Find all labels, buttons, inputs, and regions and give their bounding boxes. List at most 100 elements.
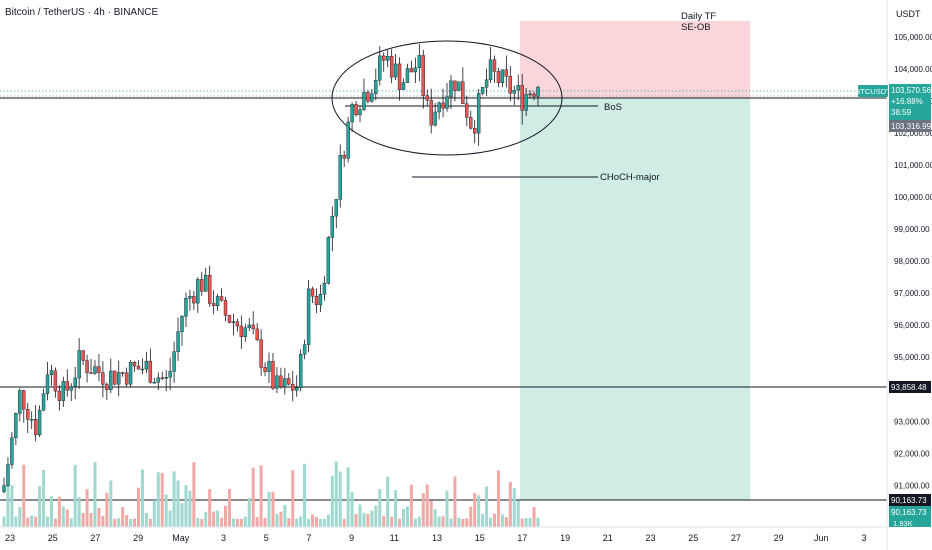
volume-bar (516, 500, 520, 527)
candle-body (6, 464, 10, 486)
volume-bar (152, 500, 156, 527)
x-tick-label: 25 (48, 533, 58, 543)
candle-body (10, 437, 14, 465)
grey-price-tag (889, 120, 931, 132)
volume-bar (492, 513, 496, 527)
volume-bar (26, 517, 30, 527)
x-tick-label: 3 (221, 533, 226, 543)
candle-body (148, 360, 153, 383)
candle-body (469, 117, 473, 129)
candle-body (500, 69, 505, 83)
candle-body (251, 324, 255, 330)
candle-body (401, 82, 406, 90)
candle-body (449, 80, 453, 98)
candle-body (504, 69, 509, 77)
volume-bar (204, 511, 208, 527)
volume-bar (148, 518, 152, 527)
volume-bar (342, 518, 346, 527)
volume-bar (461, 518, 465, 527)
candle-body (389, 56, 394, 78)
candle-body (93, 366, 97, 374)
volume-bar (508, 482, 512, 527)
volume-bar (303, 463, 307, 527)
candle-body (207, 275, 212, 304)
candle-body (417, 55, 422, 68)
volume-bar (366, 513, 370, 527)
volume-bar (402, 508, 406, 527)
candle-body (512, 89, 516, 94)
candle-body (520, 85, 524, 111)
candle-body (132, 362, 137, 367)
volume-bar (370, 510, 374, 527)
x-tick-label: 11 (390, 533, 399, 543)
candle-body (465, 103, 469, 118)
chart-title: Bitcoin / TetherUS · 4h · BINANCE (5, 7, 159, 18)
daily-supply-zone[interactable] (520, 21, 750, 98)
volume-bar (322, 518, 326, 527)
price-unit-label[interactable]: USDT (896, 9, 921, 19)
x-tick-label: 27 (90, 533, 100, 543)
candle-body (180, 316, 184, 332)
y-tick-label: 95,000.00 (894, 353, 930, 362)
volume-bar (394, 490, 398, 527)
candle-body (291, 384, 295, 391)
volume-bar (409, 484, 413, 527)
candle-body (69, 386, 73, 391)
last-price-tag (889, 84, 931, 120)
target-zone[interactable] (520, 98, 750, 500)
x-tick-label: 23 (5, 533, 15, 543)
candle-body (409, 68, 414, 73)
candle-body (247, 324, 251, 328)
candle-body (57, 390, 62, 401)
candle-body (366, 92, 370, 102)
volume-bar (326, 514, 330, 527)
volume-bar (318, 518, 322, 527)
candle-body (425, 95, 429, 101)
candle-body (101, 372, 105, 385)
volume-bar (73, 464, 77, 527)
change-text: +16.88% (891, 97, 923, 106)
volume-bar (386, 476, 390, 527)
volume-bar (504, 517, 508, 527)
volume-text: 1.93K (893, 519, 913, 528)
candle-body (136, 365, 141, 370)
candle-body (433, 111, 437, 126)
candle-body (124, 372, 129, 385)
volume-bar (196, 517, 200, 527)
candle-body (473, 127, 477, 134)
volume-bar (212, 511, 216, 527)
candle-body (413, 67, 418, 73)
volume-bar (140, 469, 144, 527)
candle-body (196, 279, 200, 304)
candle-body (445, 96, 449, 109)
x-tick-label: 29 (133, 533, 143, 543)
candle-body (18, 390, 22, 414)
volume-bar (224, 505, 228, 527)
volume-bar (38, 486, 42, 527)
range-ellipse[interactable] (331, 40, 563, 156)
candle-body (374, 80, 378, 95)
candle-body (318, 294, 323, 306)
candle-body (172, 351, 176, 372)
volume-bar (473, 493, 477, 527)
volume-bar (208, 489, 212, 527)
volume-bar (136, 487, 140, 527)
volume-bar (362, 513, 366, 527)
y-tick-label: 105,000.00 (894, 33, 932, 42)
candle-body (536, 87, 540, 97)
candle-body (176, 331, 180, 352)
volume-bar (489, 517, 493, 527)
candle-body (26, 408, 30, 420)
candle-body (53, 370, 58, 392)
candle-body (287, 378, 291, 385)
volume-bar (247, 498, 251, 527)
volume-bar (465, 518, 469, 527)
volume-bar (156, 472, 160, 527)
candle-body (496, 71, 501, 83)
volume-bar (378, 489, 382, 527)
candle-body (49, 370, 54, 376)
volume-bar (220, 517, 224, 527)
candle-body (200, 279, 204, 292)
x-tick-label: 15 (475, 533, 485, 543)
